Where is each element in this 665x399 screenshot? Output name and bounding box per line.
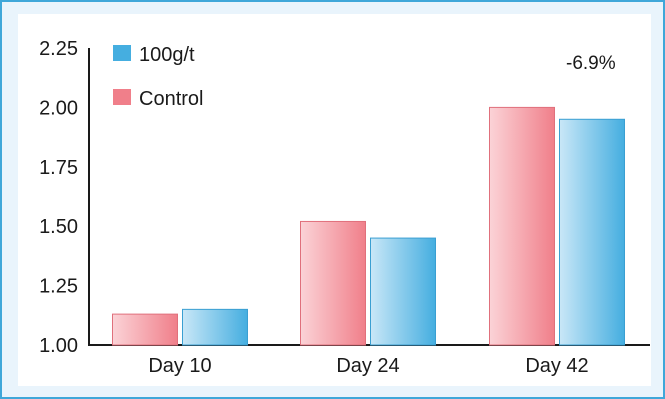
- bar-100g-t-day-42: [559, 118, 625, 346]
- y-tick-label: 1.25: [39, 276, 78, 298]
- legend-swatch-control: [113, 89, 131, 105]
- legend: 100g/t Control: [113, 44, 203, 110]
- y-tick-label: 1.50: [39, 216, 78, 238]
- bar-control-day-42: [489, 106, 555, 346]
- x-tick-label: Day 42: [525, 355, 588, 377]
- x-tick-label: Day 24: [336, 355, 399, 377]
- bar-100g-t-day-10: [182, 308, 248, 346]
- y-tick-label: 2.00: [39, 97, 78, 119]
- legend-swatch-100g-t: [113, 45, 131, 61]
- y-tick-labels: 1.00 1.25 1.50 1.75 2.00 2.25: [39, 38, 78, 357]
- y-tick-label: 2.25: [39, 38, 78, 60]
- bar-100g-t-day-24: [370, 237, 436, 346]
- legend-label-100g-t: 100g/t: [139, 44, 195, 66]
- y-tick-label: 1.75: [39, 157, 78, 179]
- legend-label-control: Control: [139, 88, 203, 110]
- y-tick-label: 1.00: [39, 335, 78, 357]
- annotation-percent-change: -6.9%: [566, 53, 616, 74]
- bars: [112, 106, 625, 346]
- x-tick-labels: Day 10 Day 24 Day 42: [148, 355, 588, 377]
- bar-control-day-24: [300, 220, 366, 346]
- x-tick-label: Day 10: [148, 355, 211, 377]
- bar-control-day-10: [112, 313, 178, 346]
